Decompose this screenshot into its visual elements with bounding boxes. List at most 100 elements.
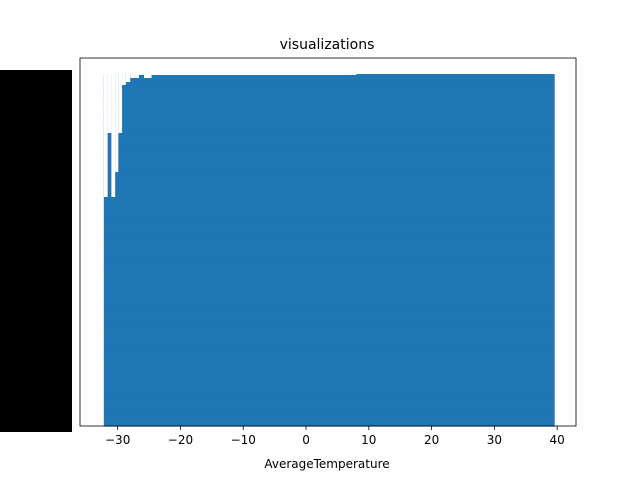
bar <box>103 193 555 196</box>
bar <box>103 294 555 296</box>
bar <box>103 263 555 266</box>
bar <box>103 116 555 119</box>
bar <box>103 121 555 124</box>
bar <box>103 287 555 290</box>
bar <box>103 199 555 202</box>
bar <box>103 233 555 236</box>
bar <box>103 149 555 152</box>
bar <box>103 282 555 285</box>
bar <box>103 349 555 352</box>
bar <box>103 231 555 233</box>
bar <box>103 236 555 239</box>
bar <box>103 268 555 271</box>
bar <box>103 139 555 142</box>
bar <box>103 165 555 168</box>
bar <box>103 417 555 420</box>
bar <box>103 239 555 242</box>
bar <box>103 370 555 373</box>
bar <box>103 339 555 342</box>
bar <box>103 101 555 104</box>
bar <box>103 418 555 421</box>
bar <box>103 384 555 387</box>
bar <box>103 238 555 241</box>
y-tick-labels-overlapped <box>0 70 72 432</box>
bar <box>103 326 555 329</box>
bar-gap <box>115 58 119 172</box>
bar <box>103 155 555 158</box>
bar <box>103 213 555 216</box>
bar <box>103 389 555 392</box>
bar <box>103 341 555 344</box>
bar <box>103 86 555 89</box>
bar <box>103 257 555 260</box>
bar <box>103 107 555 110</box>
bar <box>103 258 555 261</box>
bar <box>103 206 555 208</box>
bar <box>103 75 555 78</box>
bar <box>103 277 555 280</box>
bar <box>103 317 555 320</box>
bar <box>103 143 555 145</box>
bar <box>103 327 555 330</box>
bar <box>103 182 555 184</box>
bar <box>103 100 555 103</box>
bar <box>103 87 555 90</box>
bar <box>103 348 555 350</box>
bar <box>103 309 555 311</box>
bar <box>103 343 555 345</box>
bar <box>103 311 555 314</box>
bar <box>103 330 555 333</box>
bar <box>103 278 555 281</box>
bar <box>103 204 555 207</box>
bar <box>103 322 555 325</box>
bar-gap <box>144 58 152 78</box>
bar-gap <box>356 58 556 74</box>
bar <box>103 95 555 98</box>
bar <box>103 99 555 101</box>
bar <box>103 192 555 195</box>
bar <box>103 295 555 298</box>
bar <box>103 256 555 259</box>
bar <box>103 172 555 174</box>
bar <box>103 246 555 249</box>
bar <box>103 159 555 162</box>
bar <box>103 226 555 228</box>
bar <box>103 85 555 88</box>
bar <box>103 217 555 220</box>
bar <box>103 180 555 183</box>
bar <box>103 222 555 225</box>
bar <box>103 118 555 120</box>
bar <box>103 413 555 416</box>
bar <box>103 218 555 221</box>
bar <box>103 91 555 94</box>
bar <box>103 241 555 244</box>
bar <box>103 363 555 365</box>
bar <box>103 237 555 240</box>
bar <box>103 200 555 203</box>
bar <box>103 415 555 418</box>
bar <box>103 207 555 210</box>
bar <box>103 125 555 128</box>
bar <box>103 124 555 127</box>
bar <box>103 361 555 364</box>
bar <box>103 395 555 398</box>
bar <box>103 243 555 246</box>
bar <box>103 90 555 93</box>
bar <box>103 130 555 133</box>
bar <box>103 409 555 412</box>
bar <box>103 178 555 181</box>
bar <box>103 208 555 211</box>
bar <box>103 146 555 149</box>
bar <box>103 280 555 283</box>
bar <box>103 265 555 267</box>
bar <box>103 160 555 163</box>
bar <box>103 344 555 347</box>
bar <box>103 168 555 171</box>
bar <box>103 319 555 321</box>
x-tick-label: 10 <box>361 433 376 447</box>
bar <box>103 331 555 334</box>
bar-gap <box>118 58 123 133</box>
bar <box>103 106 555 109</box>
bar <box>103 297 555 300</box>
